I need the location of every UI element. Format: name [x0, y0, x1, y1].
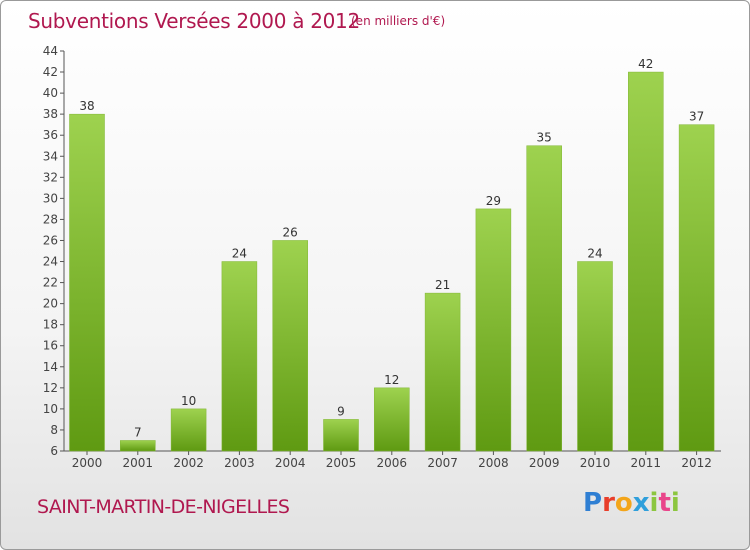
bar-2012: [678, 124, 715, 452]
bar-2004: [272, 240, 308, 452]
y-tick-label: 18: [43, 318, 58, 332]
value-label-2009: 35: [537, 131, 552, 145]
x-tick-label-2004: 2004: [275, 456, 306, 470]
x-tick-label-2000: 2000: [72, 456, 103, 470]
y-tick-label: 24: [43, 255, 58, 269]
x-tick-label-2011: 2011: [631, 456, 662, 470]
x-tick-label-2006: 2006: [377, 456, 408, 470]
y-tick-label: 40: [43, 86, 58, 100]
y-tick-label: 14: [43, 360, 58, 374]
bar-2010: [577, 261, 613, 452]
x-tick-label-2008: 2008: [478, 456, 509, 470]
value-label-2010: 24: [587, 247, 602, 261]
value-label-2002: 10: [181, 394, 196, 408]
bar-2000: [69, 113, 105, 452]
bar-2006: [374, 387, 410, 452]
value-label-2003: 24: [232, 247, 247, 261]
y-tick-label: 34: [43, 149, 58, 163]
bar-2007: [424, 292, 461, 452]
bar-2003: [221, 261, 258, 452]
value-label-2001: 7: [134, 425, 142, 439]
y-tick-label: 42: [43, 65, 58, 79]
x-tick-label-2010: 2010: [580, 456, 611, 470]
y-axis: 6 8 10 12 14 16 18 20 22 24 26 28 30 32 34 36 38 40 42 44: [43, 44, 65, 458]
bar-2008: [475, 208, 512, 452]
bar-2009: [526, 145, 562, 452]
commune-name: SAINT-MARTIN-DE-NIGELLES: [37, 496, 290, 518]
bar-2005: [323, 419, 359, 452]
x-tick-label-2001: 2001: [123, 456, 154, 470]
x-tick-label-2005: 2005: [326, 456, 357, 470]
y-tick-label: 28: [43, 212, 58, 226]
y-tick-label: 30: [43, 191, 58, 205]
value-label-2011: 42: [638, 57, 653, 71]
chart-title: Subventions Versées 2000 à 2012: [28, 9, 360, 33]
y-tick-label: 32: [43, 170, 58, 184]
chart-unit-note: (en milliers d'€): [351, 14, 446, 28]
y-tick-label: 26: [43, 233, 58, 247]
x-tick-label-2012: 2012: [681, 456, 712, 470]
bar-2001: [120, 440, 156, 452]
bar-2011: [628, 71, 664, 452]
value-label-2007: 21: [435, 278, 450, 292]
x-tick-label-2007: 2007: [427, 456, 458, 470]
value-labels-group: 38 7 10 24 26 9 12 21 29 35 24 42 37: [79, 57, 704, 439]
value-label-2006: 12: [384, 373, 399, 387]
bar-2002: [170, 408, 207, 452]
y-tick-label: 36: [43, 128, 58, 142]
value-label-2000: 38: [79, 99, 94, 113]
y-tick-label: 44: [43, 44, 58, 58]
y-tick-label: 12: [43, 381, 58, 395]
proxiti-logo[interactable]: Proxiti: [583, 488, 680, 518]
bars-group: [69, 71, 715, 452]
value-label-2008: 29: [486, 194, 501, 208]
y-tick-label: 20: [43, 297, 58, 311]
y-tick-label: 22: [43, 276, 58, 290]
x-tick-label-2009: 2009: [529, 456, 560, 470]
x-tick-label-2003: 2003: [224, 456, 255, 470]
value-label-2012: 37: [689, 110, 704, 124]
y-tick-label: 38: [43, 107, 58, 121]
value-label-2005: 9: [337, 404, 345, 418]
y-tick-label: 16: [43, 339, 58, 353]
y-tick-label: 10: [43, 402, 58, 416]
x-tick-label-2002: 2002: [173, 456, 204, 470]
x-axis: 2000 2001 2002 2003 2004 2005 2006 2007 2008 2009…: [64, 450, 721, 470]
value-label-2004: 26: [283, 225, 298, 239]
y-tick-label: 6: [50, 444, 58, 458]
y-tick-label: 8: [50, 423, 58, 437]
